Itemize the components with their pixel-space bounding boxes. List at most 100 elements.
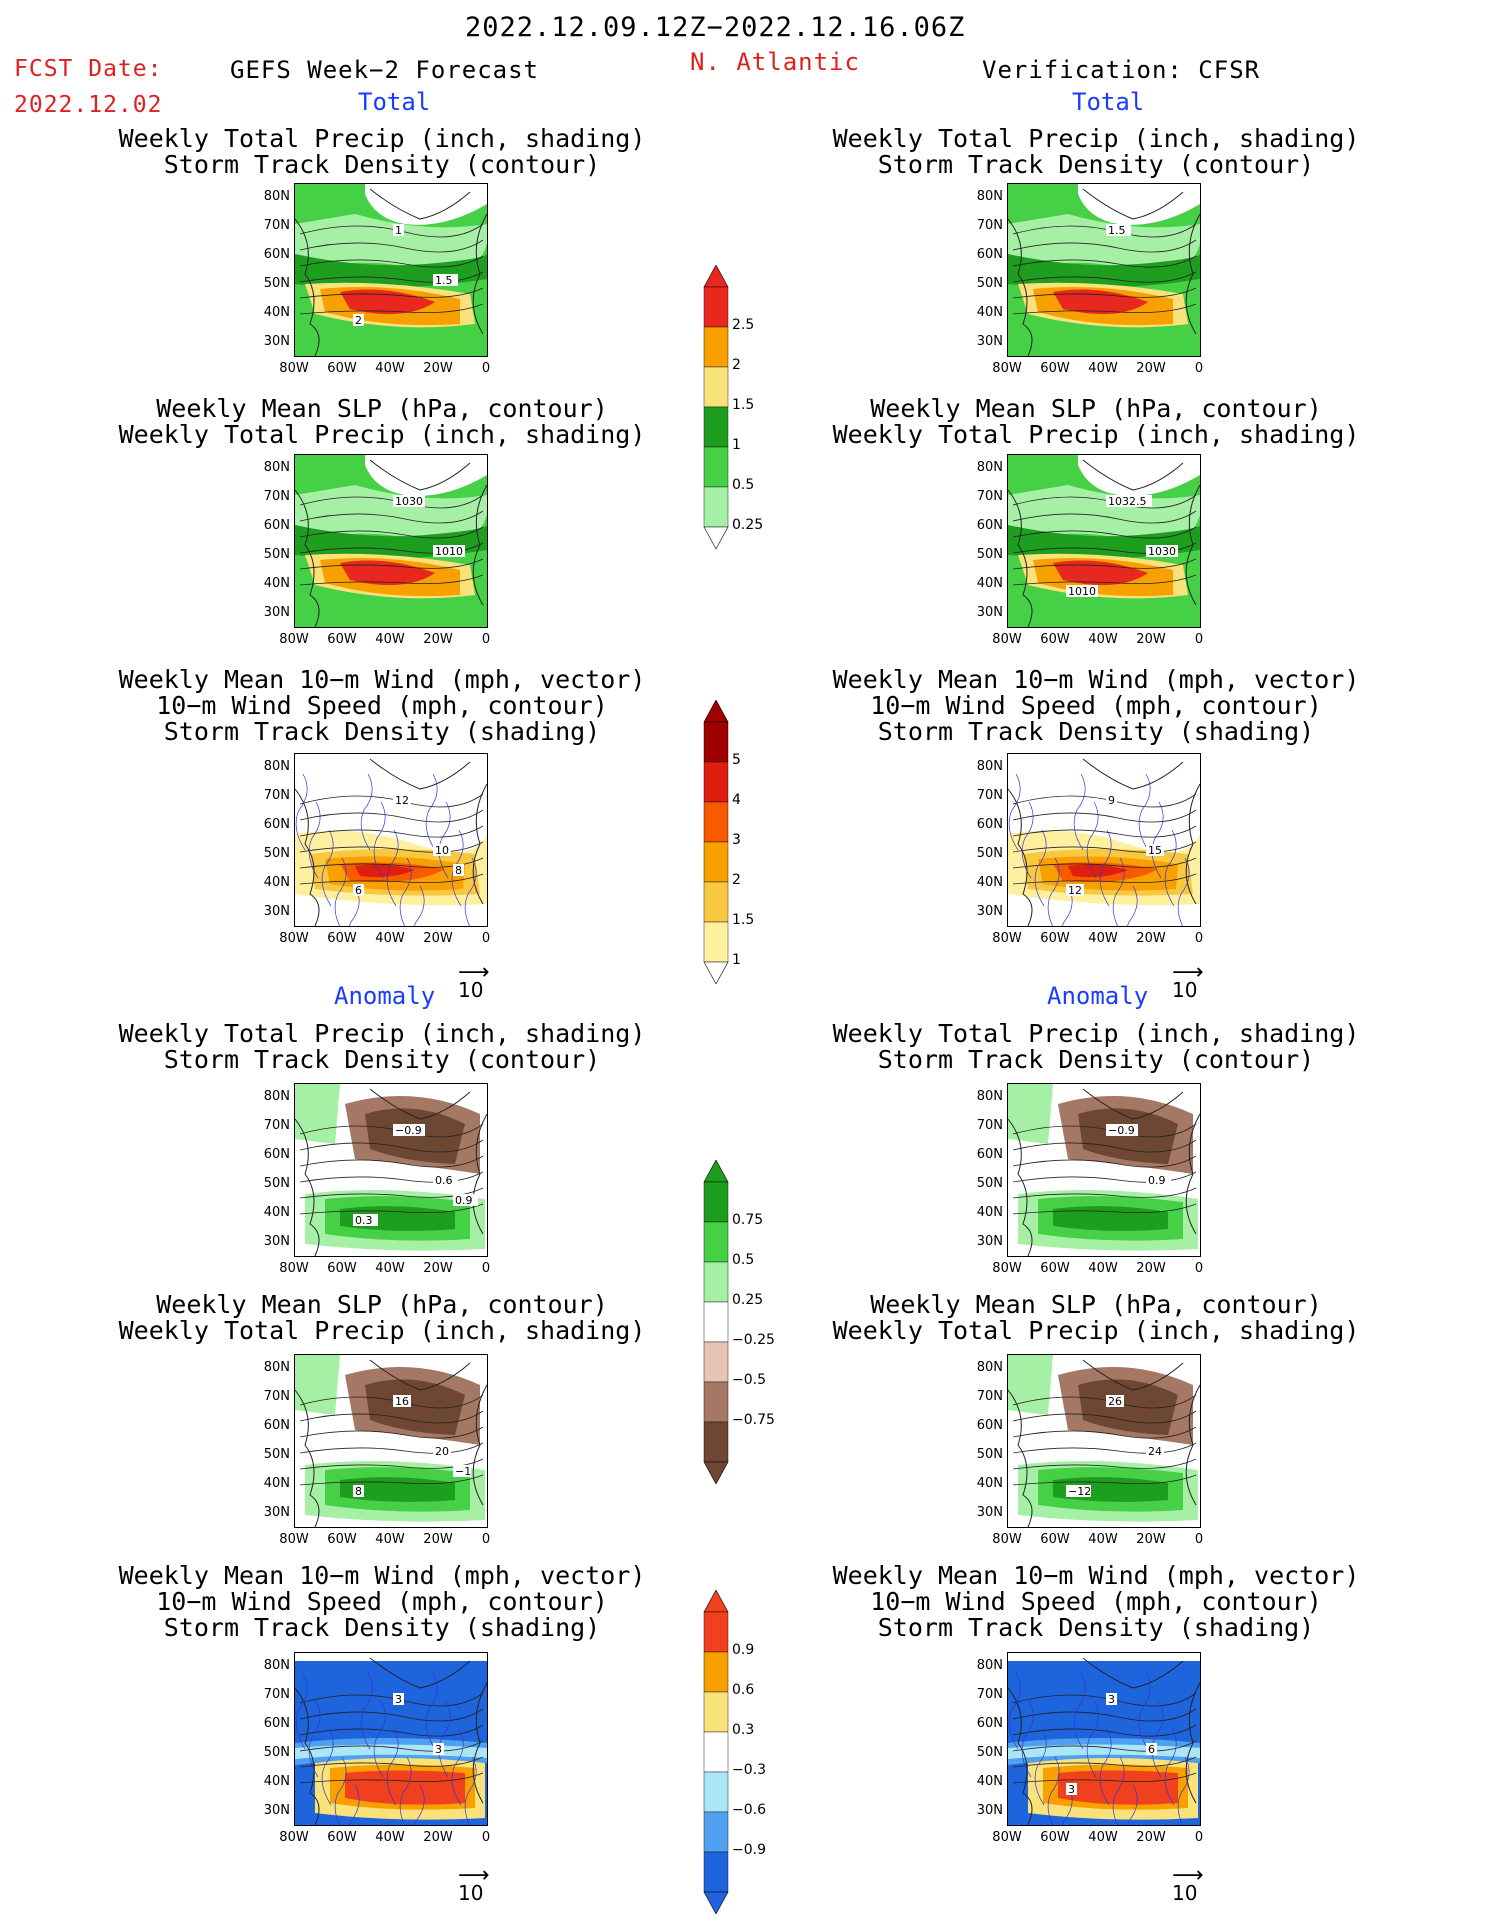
map-panel-row2-right: 1032.5 1030 1010	[1007, 454, 1201, 628]
panel-title-precip_anom-right: Weekly Total Precip (inch, shading) Storm…	[736, 1021, 1456, 1073]
lat-tick-label: 40N	[263, 1205, 290, 1220]
contour-line	[299, 841, 484, 853]
shading-region	[340, 560, 435, 586]
wind-vector	[464, 1756, 477, 1825]
shading-region	[295, 485, 487, 545]
panel-title-line: Weekly Total Precip (inch, shading)	[118, 124, 646, 153]
contour-label-bg	[433, 1743, 444, 1755]
coastline	[1082, 188, 1184, 220]
shading-region	[1008, 254, 1200, 288]
contour-label: 6	[1148, 1743, 1155, 1756]
contour-line	[299, 809, 484, 823]
colorbar-label: 2	[732, 872, 741, 888]
colorbar-label: 1	[732, 952, 741, 968]
lat-tick-label: 50N	[263, 276, 290, 291]
panel-title-line: Storm Track Density (contour)	[163, 1045, 601, 1074]
coastline	[1185, 1682, 1200, 1804]
coastline	[369, 1359, 471, 1391]
lon-tick-label: 20W	[1136, 1532, 1166, 1547]
wind-vector	[321, 1728, 334, 1806]
wind-vector	[1021, 1700, 1034, 1778]
coastline	[1082, 1359, 1184, 1391]
lat-tick-label: 80N	[976, 189, 1003, 204]
lat-tick-label: 70N	[976, 788, 1003, 803]
colorbar-segment	[703, 1421, 729, 1463]
contour-line	[1012, 1692, 1197, 1707]
contour-line	[299, 1724, 484, 1737]
colorbar-label: −0.9	[732, 1842, 766, 1858]
wind-vector	[373, 801, 386, 879]
contour-label: 1032.5	[1108, 495, 1147, 508]
contour-label-bg	[1106, 1124, 1138, 1136]
contour-line	[1012, 1458, 1197, 1470]
contour-label-bg	[1146, 545, 1178, 557]
contour-label: 20	[435, 1445, 449, 1458]
lat-tick-label: 30N	[976, 1234, 1003, 1249]
contour-line	[299, 1708, 484, 1722]
vector-arrow-icon: ⟶	[458, 1863, 490, 1888]
wind-vector	[334, 857, 347, 926]
wind-vector	[1099, 1728, 1112, 1806]
colorbar-arrow-top	[703, 1589, 729, 1613]
contour-label: −0.9	[1108, 1124, 1135, 1137]
contour-line	[1012, 558, 1197, 570]
lon-tick-label: 20W	[423, 1830, 453, 1845]
lat-tick-label: 60N	[263, 518, 290, 533]
wind-vector	[1099, 829, 1112, 907]
wind-vector	[425, 773, 438, 851]
map-panel-row5-right: 26 24 −12	[1007, 1354, 1201, 1528]
colorbar-label: 5	[732, 752, 741, 768]
wind-vector	[1127, 885, 1138, 926]
lon-tick-label: 40W	[1088, 1261, 1118, 1276]
contour-line	[299, 1740, 484, 1752]
lat-tick-label: 80N	[976, 1089, 1003, 1104]
contour-label: 1030	[395, 495, 423, 508]
lat-tick-label: 80N	[976, 1360, 1003, 1375]
contour-label-bg	[353, 314, 364, 326]
wind-vector	[360, 773, 373, 851]
colorbar-label: 0.5	[732, 1252, 755, 1268]
wind-vector	[321, 829, 334, 907]
panel-title-slp_precip-right: Weekly Mean SLP (hPa, contour) Weekly Tot…	[736, 396, 1456, 448]
colorbar-label: −0.75	[732, 1412, 775, 1428]
wind-vector	[360, 1672, 373, 1750]
contour-label: 8	[455, 864, 462, 877]
lon-tick-label: 0	[481, 931, 491, 946]
wind-vector	[1034, 829, 1047, 907]
colorbar-segment	[703, 1811, 729, 1853]
map-svg: 1030 1010	[295, 455, 487, 627]
panel-title-slp_precip-left: Weekly Mean SLP (hPa, contour) Weekly Tot…	[22, 396, 742, 448]
panel-title-line: Storm Track Density (shading)	[877, 717, 1315, 746]
contour-line	[299, 287, 484, 299]
shading-region	[1058, 1770, 1178, 1805]
colorbar-label: 1.5	[732, 912, 755, 928]
contour-label-bg	[1066, 585, 1098, 597]
contour-label: 1.5	[1108, 224, 1126, 237]
contour-label-bg	[393, 794, 411, 806]
contour-label-bg	[453, 1194, 478, 1206]
shading-region	[295, 1653, 487, 1661]
lon-tick-label: 0	[481, 361, 491, 376]
lat-tick-label: 70N	[976, 1687, 1003, 1702]
panel-title-precip_storm-left: Weekly Total Precip (inch, shading) Storm…	[22, 126, 742, 178]
shading-region	[365, 184, 487, 225]
lon-tick-label: 20W	[1136, 1830, 1166, 1845]
map-panel-row3-right: 9 15 12	[1007, 753, 1201, 927]
lat-tick-label: 60N	[976, 1716, 1003, 1731]
lat-tick-label: 40N	[263, 1774, 290, 1789]
wind-vector	[295, 1672, 308, 1750]
coastline	[1082, 1088, 1184, 1120]
colorbar-precip_total	[703, 264, 729, 550]
wind-vector	[1138, 773, 1151, 851]
wind-vector	[1047, 1756, 1060, 1825]
panel-title-line: 10−m Wind Speed (mph, contour)	[870, 691, 1322, 720]
panel-title-line: Weekly Mean 10−m Wind (mph, vector)	[832, 665, 1360, 694]
lon-tick-label: 80W	[992, 632, 1022, 647]
shading-region	[1053, 1206, 1168, 1231]
coastline	[369, 1657, 471, 1689]
wind-vector	[1008, 773, 1021, 851]
map-panel-row4-right: −0.9 0.9	[1007, 1083, 1201, 1257]
contour-line	[299, 1474, 484, 1486]
contour-line	[299, 1155, 484, 1168]
lat-tick-label: 80N	[263, 460, 290, 475]
